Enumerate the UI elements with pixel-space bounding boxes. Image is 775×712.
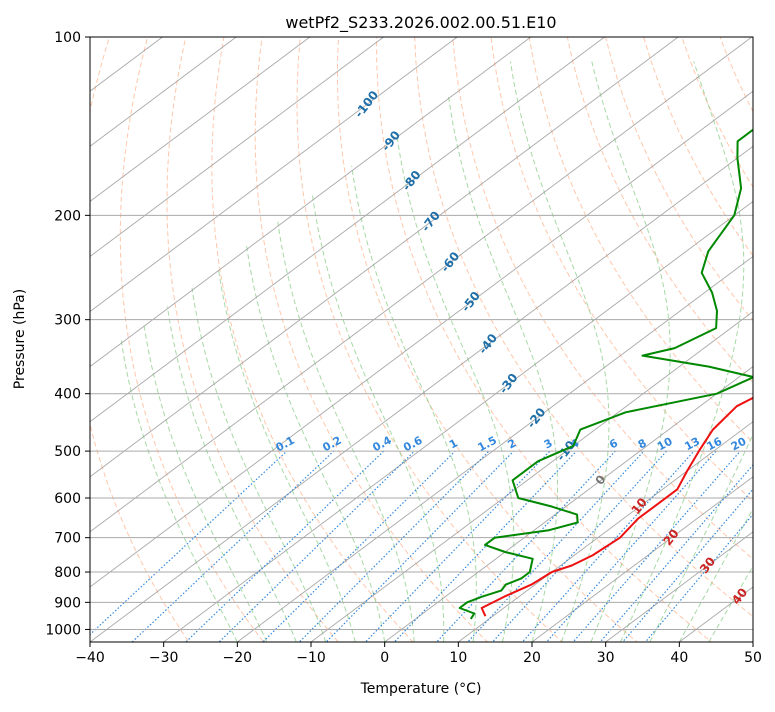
y-tick-label: 200 [54,208,81,224]
y-tick-label: 800 [54,565,81,581]
y-tick-label: 900 [54,595,81,611]
y-axis-label: Pressure (hPa) [12,289,28,389]
x-tick-label: 10 [449,650,467,666]
y-tick-label: 400 [54,387,81,403]
x-tick-label: 50 [744,650,762,666]
y-tick-label: 100 [54,30,81,46]
x-tick-label: −20 [223,650,253,666]
x-tick-label: −30 [149,650,179,666]
y-tick-label: 300 [54,313,81,329]
y-tick-label: 700 [54,531,81,547]
x-tick-label: −40 [75,650,105,666]
chart-title: wetPf2_S233.2026.002.00.51.E10 [285,13,556,33]
y-tick-label: 500 [54,444,81,460]
y-tick-label: 600 [54,491,81,507]
x-tick-label: 0 [380,650,389,666]
x-tick-label: 40 [670,650,688,666]
x-tick-label: 30 [597,650,615,666]
x-tick-label: −10 [296,650,326,666]
x-tick-label: 20 [523,650,541,666]
x-axis-label: Temperature (°C) [360,681,482,697]
y-tick-label: 1000 [45,622,81,638]
